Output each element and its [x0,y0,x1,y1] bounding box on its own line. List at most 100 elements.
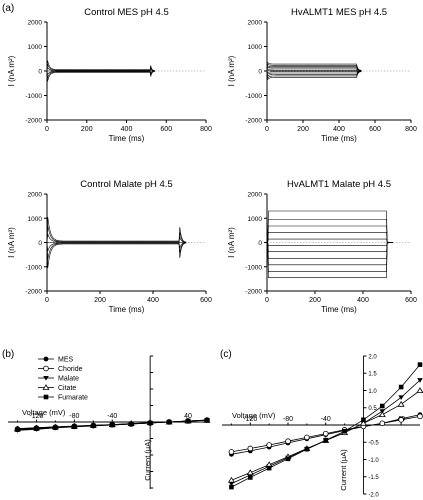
marker-fumarate [417,362,423,367]
y-tick-label: 0.5 [368,406,377,412]
x-tick-label: 200 [81,126,93,133]
current-trace [46,225,187,243]
marker-fumarate [342,428,347,434]
current-trace [266,70,362,74]
marker-malate [43,376,49,381]
x-tick-label: 400 [333,126,345,133]
y-tick-label: -1000 [245,93,262,100]
current-trace [46,63,155,72]
legend-entry: Citate [38,384,76,392]
x-tick-label: 400 [147,297,159,304]
x-tick-label: 0 [45,126,49,133]
marker-citate [227,476,235,483]
trace-title: HvALMT1 Malate pH 4.5 [287,179,391,190]
current-trace [266,70,362,75]
marker-fumarate [323,437,329,443]
marker-choride [285,438,291,445]
y-tick-label: 1000 [248,216,263,223]
x-tick-label: -80 [69,413,79,420]
marker-fumarate [109,422,115,428]
current-trace [267,238,393,243]
marker-choride [228,449,235,455]
current-trace [267,242,393,266]
x-tick-label: -40 [321,416,331,423]
x-axis-label: Voltage (mV) [232,411,276,420]
current-trace [267,242,393,272]
current-trace [267,242,393,252]
marker-fumarate [229,484,234,490]
legend-entry: Fumarate [38,395,88,402]
legend-label: Choride [58,366,83,373]
y-tick-label: -1.5 [368,475,379,481]
current-trace [46,233,187,243]
current-trace [46,242,187,252]
y-tick-label: -1000 [25,93,42,100]
panel-label-b: (b) [2,349,14,360]
marker-malate [228,481,235,487]
marker-fumarate [361,417,366,423]
y-tick-label: 2000 [28,20,43,27]
y-tick-label: -2000 [245,118,262,125]
x-tick-label: 0 [265,126,269,133]
series-fumarate [229,362,423,490]
marker-choride [247,445,254,452]
current-trace [267,210,393,243]
marker-fumarate [147,420,153,426]
x-axis-label: Voltage (mV) [22,408,66,417]
marker-fumarate [185,418,191,424]
y-tick-label: 2.0 [368,354,377,360]
marker-malate [398,395,404,400]
current-trace [266,63,362,72]
marker-choride [266,442,272,448]
current-trace [266,65,362,72]
y-axis-label: Current (µA) [143,439,152,481]
x-tick-label: 0 [45,297,49,304]
marker-fumarate [128,421,134,427]
current-trace [266,70,362,77]
trace-title: Control MES pH 4.5 [84,7,168,18]
marker-fumarate [43,394,49,400]
current-trace [46,242,187,269]
current-trace [46,70,155,82]
legend-label: MES [58,357,74,364]
current-trace [266,70,362,79]
x-axis-label: Time (ms) [321,134,357,143]
trace-title: Control Malate pH 4.5 [80,179,172,190]
y-tick-label: 1.0 [368,389,377,395]
current-trace [267,232,393,243]
marker-fumarate [53,425,58,430]
trace-title: HvALMT1 MES pH 4.5 [291,7,387,18]
x-tick-label: 200 [94,297,106,304]
y-tick-label: 2000 [248,20,263,27]
current-trace [267,219,393,243]
y-tick-label: -1000 [245,264,262,271]
panel-labels: (a) (b) (c) [2,3,232,360]
x-tick-label: 800 [405,126,417,133]
y-tick-label: 0 [258,240,262,247]
legend-label: Malate [58,376,79,383]
current-trace [266,68,362,72]
y-tick-label: 2000 [248,192,263,199]
current-trace [267,70,362,72]
iv-plot-b: -120 -80 -40 40 Voltage (mV) Current (µA) MES C… [8,355,211,489]
current-trace [267,225,393,243]
x-tick-label: 600 [405,297,417,304]
x-axis-label: Time (ms) [109,134,145,143]
marker-citate [42,384,50,390]
marker-fumarate [304,446,310,452]
y-tick-label: -0.5 [368,441,379,447]
marker-mes [43,356,49,362]
legend: MES Choride Malate Citate Fumarate [38,357,88,402]
marker-fumarate [285,456,291,462]
marker-fumarate [398,384,404,390]
marker-choride [398,417,404,423]
current-trace [266,67,362,72]
y-tick-label: 1.5 [368,372,377,378]
marker-fumarate [266,465,272,471]
legend-label: Citate [58,385,76,392]
x-tick-label: -80 [283,416,293,423]
marker-choride [43,365,49,372]
marker-choride [304,434,310,441]
